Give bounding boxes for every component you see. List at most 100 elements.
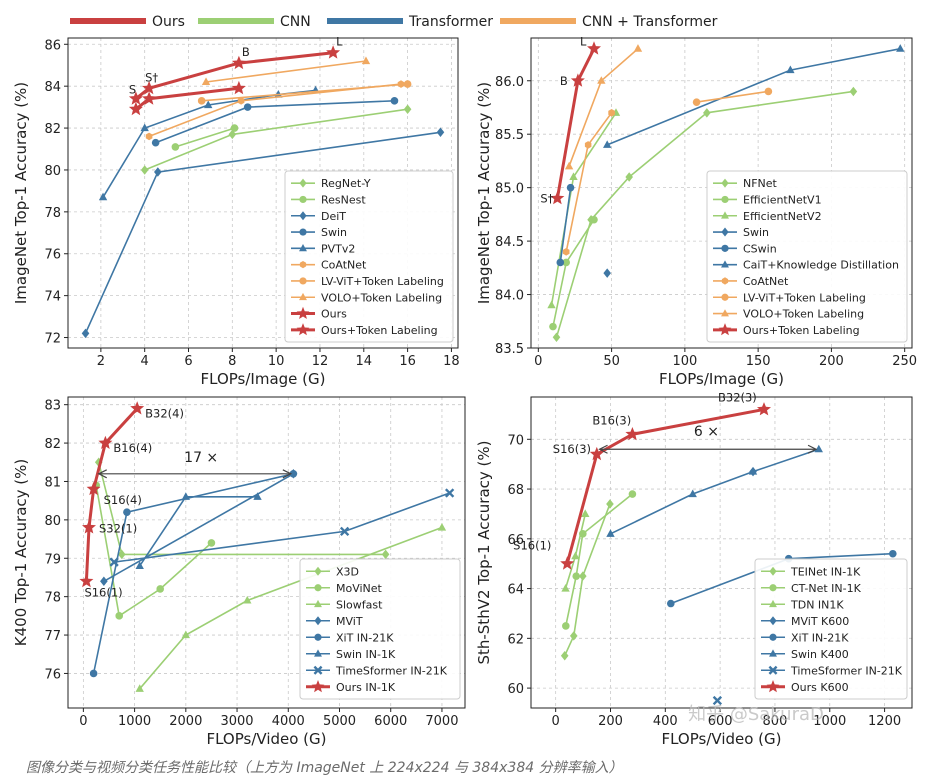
legend-item-nfnet: NFNet xyxy=(713,177,778,190)
data-point xyxy=(145,132,153,141)
y-axis-label: Sth-SthV2 Top-1 Accuracy (%) xyxy=(475,440,493,664)
legend-item-tdn-in1k: TDN IN1K xyxy=(761,598,844,611)
legend-item-ours-k600: Ours K600 xyxy=(761,680,849,694)
data-point xyxy=(564,161,574,170)
annotation-b16-3: B16(3) xyxy=(592,413,631,427)
data-point xyxy=(100,576,108,587)
legend-item-label: TimeSformer IN-21K xyxy=(335,664,448,677)
legend-item-volo-token-labeling: VOLO+Token Labeling xyxy=(713,308,864,321)
x-tick-label: 14 xyxy=(356,354,373,369)
legend-box xyxy=(299,558,461,700)
data-point xyxy=(587,41,601,55)
y-tick-label: 84.5 xyxy=(495,235,524,250)
x-tick-label: 4 xyxy=(141,354,149,369)
legend-marker xyxy=(299,277,307,285)
legend-item-coatnet: CoAtNet xyxy=(291,259,367,272)
legend-item-label: XiT IN-21K xyxy=(791,631,849,644)
data-point xyxy=(339,526,350,537)
annotations: S S† B L xyxy=(129,35,343,97)
top-legend-item-transformer: Transformer xyxy=(327,14,493,30)
series-resnest xyxy=(171,124,239,151)
data-point xyxy=(197,97,206,105)
annotation-b: B xyxy=(560,74,568,88)
y-tick-label: 85.0 xyxy=(495,182,524,197)
data-point xyxy=(181,492,190,500)
x-tick-label: 5000 xyxy=(323,714,356,729)
x-tick-label: 16 xyxy=(399,354,416,369)
legend-item-label: MViT K600 xyxy=(791,615,849,628)
data-point xyxy=(128,91,143,105)
annotation-s: S† xyxy=(145,70,158,84)
legend-marker xyxy=(721,227,729,237)
legend-marker xyxy=(314,649,322,657)
legend-item-deit: DeiT xyxy=(291,210,346,223)
data-point xyxy=(666,599,675,608)
y-axis-label: ImageNet Top-1 Accuracy (%) xyxy=(12,82,30,304)
series-cait-knowledge-distillation xyxy=(603,44,905,148)
y-tick-label: 76 xyxy=(44,667,61,682)
watermark: 知乎 @SakuraD xyxy=(688,704,824,725)
x-tick-label: 1000 xyxy=(118,714,151,729)
annotations: S16(1) S32(1) S16(4) B16(4) B32(4) 17 × xyxy=(84,407,218,600)
chart-legend: NFNet EfficientNetV1 EfficientNetV2 Swin CSw… xyxy=(706,170,908,343)
data-point xyxy=(437,522,447,531)
legend-item-slowfast: Slowfast xyxy=(306,598,383,611)
chart-legend: RegNet-Y ResNest DeiT Swin PVTv2 CoAtNet LV-Vi… xyxy=(284,170,454,343)
y-tick-label: 79 xyxy=(44,552,61,567)
legend-item-xit-in-21k: XiT IN-21K xyxy=(761,631,849,644)
annotation-s16-1: S16(1) xyxy=(513,539,551,553)
y-tick-label: 77 xyxy=(44,629,61,644)
x-tick-label: 6 xyxy=(184,354,192,369)
series-lv-vit-token-labeling xyxy=(197,80,412,105)
legend-item-label: Ours+Token Labeling xyxy=(321,324,438,337)
y-tick-label: 82 xyxy=(44,122,61,137)
data-point xyxy=(326,45,341,59)
x-tick-label: 8 xyxy=(228,354,236,369)
data-point xyxy=(688,489,697,498)
y-tick-label: 78 xyxy=(44,206,61,221)
x-tick-label: 2 xyxy=(97,354,105,369)
series-line xyxy=(568,48,639,167)
series-line xyxy=(95,485,212,618)
data-point xyxy=(608,109,615,117)
annotation-l: L xyxy=(580,35,587,49)
x-tick-label: 100 xyxy=(672,354,697,369)
data-point xyxy=(128,101,143,116)
legend-item-x3d: X3D xyxy=(306,565,359,578)
legend-item-label: Swin xyxy=(743,226,769,239)
legend-item-label: CT-Net IN-1K xyxy=(791,582,862,595)
x-tick-label: 400 xyxy=(653,714,678,729)
annotations: S16(1) S16(3) B16(3) B32(3) 6 × xyxy=(513,390,757,552)
legend-marker xyxy=(314,633,322,641)
y-axis-label: K400 Top-1 Accuracy (%) xyxy=(12,459,30,646)
data-point xyxy=(135,561,144,569)
data-point xyxy=(814,444,823,453)
data-point xyxy=(390,97,399,105)
legend-item-pvtv2: PVTv2 xyxy=(291,242,355,255)
x-axis-label: FLOPs/Video (G) xyxy=(206,730,326,748)
data-point xyxy=(597,76,606,84)
annotations: S† B L xyxy=(540,35,587,206)
y-tick-label: 85.5 xyxy=(495,128,524,143)
annotation-17: 17 × xyxy=(184,450,218,466)
data-point xyxy=(142,91,157,105)
legend-item-label: VOLO+Token Labeling xyxy=(743,308,864,321)
series-line xyxy=(559,187,572,263)
legend-marker xyxy=(721,277,729,285)
legend-marker xyxy=(721,293,729,301)
legend-item-label: EfficientNetV2 xyxy=(743,210,822,223)
data-point xyxy=(628,490,637,498)
data-point xyxy=(204,100,213,109)
y-tick-label: 81 xyxy=(44,475,61,490)
series-line xyxy=(103,473,294,582)
legend-item-label: Ours+Token Labeling xyxy=(743,324,860,337)
legend-item-efficientnetv1: EfficientNetV1 xyxy=(713,193,822,206)
chart-legend: X3D MoViNet Slowfast MViT XiT IN-21K Swin IN-… xyxy=(299,558,461,700)
legend-marker xyxy=(721,211,729,219)
x-tick-label: 7000 xyxy=(425,714,458,729)
data-point xyxy=(253,492,262,500)
x-tick-label: 250 xyxy=(892,354,917,369)
y-tick-label: 60 xyxy=(507,682,524,697)
data-point xyxy=(98,435,113,449)
data-point xyxy=(562,258,570,267)
